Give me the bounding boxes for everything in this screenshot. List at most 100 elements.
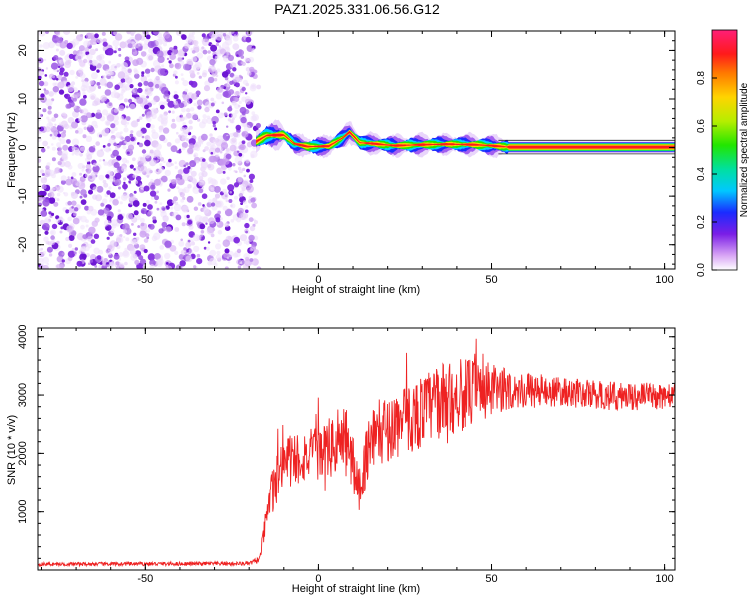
noise-speckle xyxy=(190,47,194,51)
noise-speckle xyxy=(219,150,223,154)
noise-speckle xyxy=(182,94,190,102)
noise-speckle xyxy=(222,33,227,37)
noise-speckle xyxy=(119,135,124,140)
noise-speckle xyxy=(203,85,211,92)
noise-speckle xyxy=(83,126,88,130)
noise-speckle xyxy=(239,261,243,265)
noise-speckle xyxy=(48,211,52,215)
y-tick-label: -20 xyxy=(17,237,29,253)
noise-speckle xyxy=(213,77,218,82)
noise-speckle xyxy=(236,248,242,254)
noise-speckle xyxy=(103,219,112,227)
noise-speckle xyxy=(239,106,247,114)
noise-speckle xyxy=(147,41,155,48)
noise-speckle xyxy=(148,223,155,230)
noise-speckle xyxy=(135,175,142,182)
noise-speckle xyxy=(134,180,139,184)
noise-speckle xyxy=(107,143,111,147)
noise-speckle xyxy=(252,114,259,121)
noise-speckle xyxy=(165,226,172,233)
noise-speckle xyxy=(88,205,94,212)
noise-speckle xyxy=(215,153,220,158)
noise-speckle xyxy=(196,253,201,258)
noise-speckle xyxy=(82,234,88,240)
noise-speckle xyxy=(108,60,112,64)
noise-speckle xyxy=(206,246,210,251)
noise-speckle xyxy=(138,42,143,47)
y-tick-label: 3000 xyxy=(17,383,29,407)
noise-speckle xyxy=(85,135,93,142)
noise-speckle xyxy=(50,235,55,240)
noise-speckle xyxy=(80,146,86,152)
noise-speckle xyxy=(183,164,186,168)
noise-speckle xyxy=(208,147,217,155)
noise-speckle xyxy=(137,87,143,94)
noise-speckle xyxy=(181,205,189,213)
noise-speckle xyxy=(215,93,223,100)
noise-speckle xyxy=(208,217,215,225)
noise-speckle xyxy=(206,227,215,235)
noise-speckle xyxy=(99,159,102,162)
noise-speckle xyxy=(186,108,191,113)
x-tick-label: 100 xyxy=(655,274,673,286)
noise-speckle xyxy=(57,81,65,89)
noise-speckle xyxy=(155,143,162,150)
noise-speckle xyxy=(43,58,47,62)
noise-speckle xyxy=(204,146,210,151)
noise-speckle xyxy=(216,250,221,255)
noise-speckle xyxy=(112,199,119,206)
noise-speckle xyxy=(124,98,128,103)
noise-speckle xyxy=(65,103,71,109)
colorbar-tick-label: 0.2 xyxy=(696,215,707,229)
noise-speckle xyxy=(39,126,45,132)
noise-speckle xyxy=(122,183,128,190)
noise-speckle xyxy=(195,146,201,152)
noise-speckle xyxy=(50,240,55,246)
noise-speckle xyxy=(243,174,247,178)
noise-speckle xyxy=(147,137,151,141)
noise-speckle xyxy=(71,121,78,129)
noise-speckle xyxy=(90,112,96,118)
noise-speckle xyxy=(73,212,77,217)
noise-speckle xyxy=(48,253,53,257)
noise-speckle xyxy=(202,49,208,55)
noise-speckle xyxy=(124,74,130,81)
noise-speckle xyxy=(67,250,75,258)
noise-speckle xyxy=(244,222,250,229)
noise-speckle xyxy=(138,255,144,261)
noise-speckle xyxy=(40,177,48,184)
noise-speckle xyxy=(50,62,59,70)
noise-speckle xyxy=(76,232,85,241)
noise-speckle xyxy=(89,60,93,64)
noise-speckle xyxy=(149,159,157,167)
noise-speckle xyxy=(135,236,140,241)
noise-speckle xyxy=(42,42,50,50)
noise-speckle xyxy=(215,217,221,223)
noise-speckle xyxy=(44,169,53,177)
noise-speckle xyxy=(138,116,143,120)
noise-speckle xyxy=(71,206,74,209)
noise-speckle xyxy=(134,73,140,79)
noise-speckle xyxy=(147,81,154,88)
noise-speckle xyxy=(83,58,88,64)
noise-speckle xyxy=(152,216,157,221)
noise-speckle xyxy=(40,169,45,174)
noise-speckle xyxy=(90,239,96,244)
noise-speckle xyxy=(97,85,101,89)
noise-speckle xyxy=(207,260,212,266)
noise-speckle xyxy=(144,139,151,147)
noise-speckle xyxy=(212,228,216,232)
noise-speckle xyxy=(62,191,66,195)
noise-speckle xyxy=(129,133,134,138)
noise-speckle xyxy=(68,210,72,213)
noise-speckle xyxy=(119,262,125,268)
noise-speckle xyxy=(215,254,222,260)
noise-speckle xyxy=(65,236,70,242)
noise-speckle xyxy=(96,109,101,114)
noise-speckle xyxy=(214,138,220,143)
noise-speckle xyxy=(45,31,49,34)
noise-speckle xyxy=(168,158,172,163)
noise-speckle xyxy=(141,71,145,75)
noise-speckle xyxy=(178,134,182,138)
noise-speckle xyxy=(171,179,177,185)
